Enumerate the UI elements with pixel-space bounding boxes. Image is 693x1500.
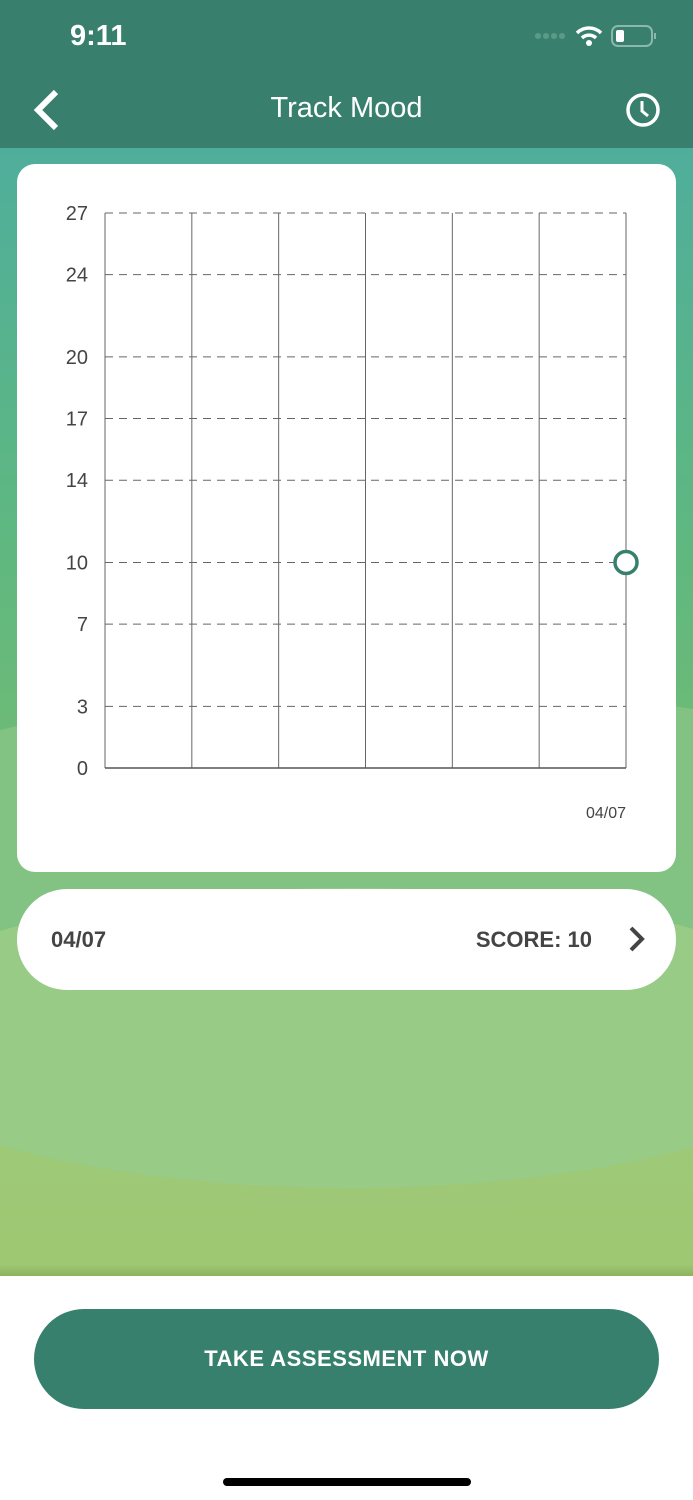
status-icons: [535, 24, 657, 48]
entry-date: 04/07: [51, 927, 107, 952]
mood-chart: 0 3 7 10 14 17 20 24 27 04/07: [66, 203, 639, 822]
home-indicator: [223, 1478, 471, 1486]
x-tick-label: 04/07: [586, 805, 626, 822]
wifi-icon: [575, 26, 603, 46]
entry-row[interactable]: 04/07 SCORE: 10: [17, 889, 676, 990]
history-clock-icon[interactable]: [625, 92, 661, 128]
chart-card: 0 3 7 10 14 17 20 24 27 04/07: [17, 164, 676, 872]
y-tick-label: 7: [77, 614, 88, 636]
y-tick-label: 27: [66, 203, 88, 225]
page-title: Track Mood: [270, 92, 423, 124]
data-point: [613, 549, 639, 576]
y-tick-label: 14: [66, 470, 88, 492]
y-tick-label: 10: [66, 552, 88, 574]
y-tick-label: 0: [77, 758, 88, 780]
back-button[interactable]: [30, 88, 70, 132]
y-tick-label: 24: [66, 265, 88, 287]
y-tick-label: 17: [66, 409, 88, 431]
y-tick-label: 20: [66, 347, 88, 369]
chevron-right-icon: [629, 926, 645, 952]
signal-icon: [535, 33, 565, 39]
take-assessment-button[interactable]: TAKE ASSESSMENT NOW: [34, 1309, 659, 1409]
status-time: 9:11: [70, 20, 127, 52]
header: 9:11 Track Mood: [0, 0, 693, 148]
y-tick-label: 3: [77, 696, 88, 718]
battery-icon: [611, 25, 656, 47]
entry-score: SCORE: 10: [475, 927, 592, 952]
